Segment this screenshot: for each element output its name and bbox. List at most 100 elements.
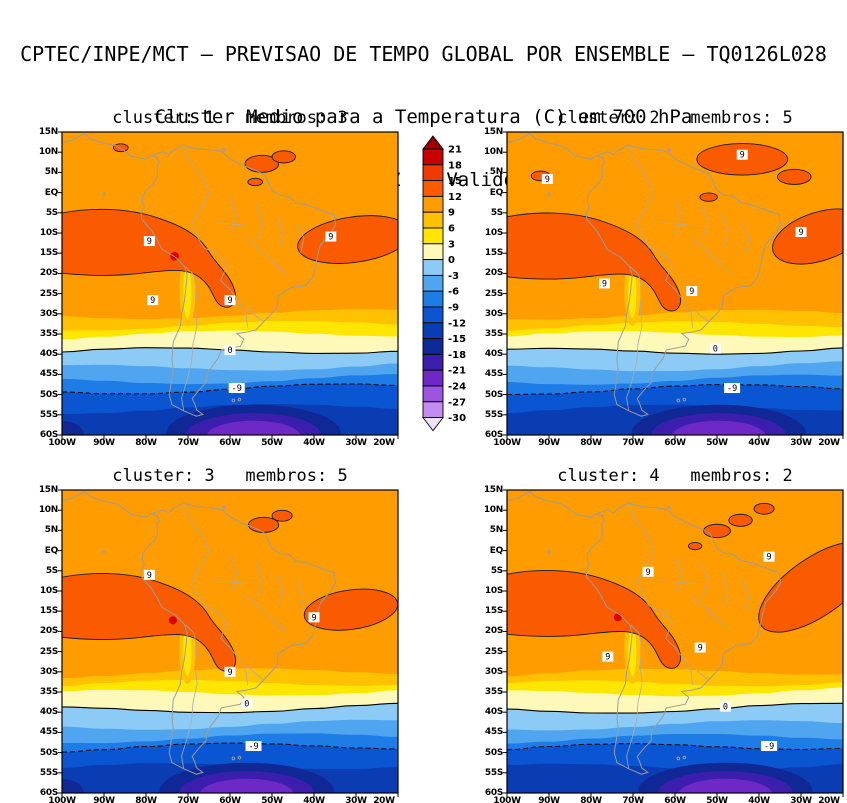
contour-label-box: [325, 231, 337, 242]
contour-label: 9: [767, 553, 772, 563]
lat-tick-label: 5S: [490, 565, 503, 576]
lat-tick-label: 55S: [39, 409, 58, 420]
colorbar-label: 9: [448, 208, 455, 219]
political-border: [245, 237, 287, 275]
colorbar-cell: [422, 164, 444, 182]
contour-label-box: [686, 286, 698, 297]
colorbar-cell: [422, 369, 444, 387]
contour-label-box: [143, 569, 155, 580]
contour-label: -9: [727, 384, 737, 394]
contour-label-box: [224, 666, 236, 677]
coastline-central-america: [62, 132, 154, 160]
colorbar-label: -24: [448, 382, 466, 393]
lat-tick-label: 15S: [39, 248, 58, 259]
warm-blob-east: [758, 541, 843, 633]
coastline-south-america: [585, 144, 782, 417]
lon-tick-label: 70W: [177, 796, 199, 803]
lat-tick-label: 60S: [484, 788, 503, 798]
political-border: [700, 204, 709, 240]
lat-tick-label: 55S: [39, 767, 58, 778]
colorbar-label: -6: [448, 287, 459, 298]
contour-label: 0: [227, 346, 232, 356]
political-border: [247, 664, 264, 681]
contour-label: 0: [244, 700, 249, 710]
lat-tick-label: 20S: [39, 268, 58, 279]
andes-cool-core: [183, 624, 192, 677]
andes-cool-core: [628, 266, 637, 319]
hot-core: [168, 616, 177, 625]
political-border: [216, 222, 251, 227]
island: [231, 398, 236, 403]
lat-tick-label: 15N: [38, 127, 58, 137]
lon-tick-label: 40W: [303, 438, 325, 448]
political-border: [247, 306, 264, 323]
warm-blob-north: [244, 154, 280, 173]
contour-label-box: [245, 741, 262, 752]
lon-tick-label: 40W: [748, 796, 770, 803]
lat-tick-label: 35S: [484, 687, 503, 697]
lon-tick-label: 60W: [664, 438, 686, 448]
political-border: [276, 573, 284, 606]
contour-label: -9: [764, 742, 774, 752]
lat-tick-label: 10N: [38, 147, 58, 158]
lon-tick-label: 60W: [219, 438, 241, 448]
colorbar-label: -12: [448, 318, 466, 329]
warm-blob-north: [271, 150, 296, 164]
lon-tick-label: 30W: [345, 438, 367, 448]
warm-blob-west: [507, 212, 681, 312]
lon-tick-label: 30W: [790, 438, 812, 448]
lat-tick-label: 15S: [484, 248, 503, 259]
political-border: [741, 580, 750, 612]
lon-tick-label: 20W: [373, 796, 395, 803]
colorbar-label: -18: [448, 350, 466, 361]
lat-tick-label: 10N: [483, 147, 503, 158]
contour-label-box: [642, 566, 654, 577]
lon-tick-label: 100W: [48, 796, 76, 803]
coastline-south-america: [140, 144, 337, 417]
island: [222, 147, 226, 152]
minus9-isotherm: [507, 384, 843, 395]
political-border: [626, 266, 643, 411]
warm-blob-north: [703, 523, 731, 539]
lat-tick-label: 20S: [39, 626, 58, 637]
lon-tick-label: 100W: [493, 796, 521, 803]
political-border: [636, 537, 655, 606]
warm-blob-north: [271, 509, 293, 522]
political-border: [674, 198, 683, 234]
political-border: [229, 198, 238, 234]
colorbar-label: -9: [448, 303, 459, 314]
lat-tick-label: 45S: [484, 727, 503, 738]
lat-tick-label: 30S: [484, 666, 503, 677]
lon-tick-label: 40W: [748, 438, 770, 448]
colorbar-label: 12: [448, 192, 462, 203]
lon-tick-label: 30W: [345, 796, 367, 803]
panel-title: cluster: 1 membros: 3: [112, 108, 348, 128]
lat-tick-label: 20S: [484, 268, 503, 279]
political-border: [182, 145, 205, 180]
political-border: [661, 222, 696, 227]
panel-cluster-3: cluster: 3 membros: 5 9 9 9 0 -9 15N 10N 5N EQ 5S 1…: [28, 466, 410, 803]
lon-tick-label: 60W: [664, 796, 686, 803]
island: [682, 755, 687, 760]
contour-label-box: [736, 149, 748, 160]
colorbar-label: -30: [448, 413, 466, 424]
contour-label: 9: [698, 644, 703, 654]
colorbar-cell: [422, 211, 444, 229]
coastline-south-america: [585, 502, 782, 775]
contour-label-box: [224, 295, 236, 306]
lat-tick-label: 60S: [39, 788, 58, 798]
island: [547, 550, 551, 554]
colorbar-label: 0: [448, 255, 455, 266]
lat-tick-label: 15N: [38, 485, 58, 495]
contour-label-box: [694, 642, 706, 653]
warm-blob-north: [247, 177, 264, 187]
contour-label: -9: [248, 742, 258, 752]
contour-label-box: [795, 226, 807, 237]
contour-label-box: [763, 551, 775, 562]
lat-tick-label: 10S: [484, 586, 503, 596]
island: [667, 147, 671, 152]
colorbar-label: 18: [448, 160, 462, 171]
political-border: [648, 605, 693, 686]
zero-isotherm: [507, 702, 843, 714]
zero-isotherm: [507, 347, 843, 355]
